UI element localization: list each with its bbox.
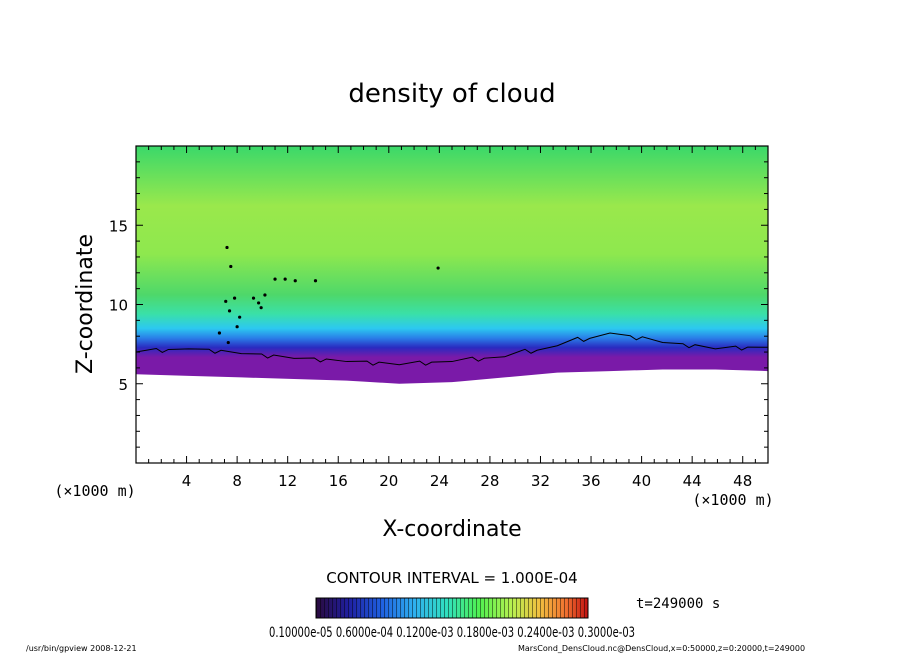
contour-speckle	[238, 315, 242, 319]
x-tick-label: 28	[480, 472, 499, 490]
x-tick-label: 40	[632, 472, 651, 490]
z-unit-label: (×1000 m)	[54, 482, 135, 500]
x-tick-label: 8	[232, 472, 242, 490]
x-tick-label: 44	[683, 472, 702, 490]
contour-speckle	[257, 301, 261, 305]
contour-speckle	[229, 264, 233, 269]
contour-line	[136, 332, 768, 366]
cloud-base-fill	[136, 369, 768, 463]
footer-right: MarsCond_DensCloud.nc@DensCloud,x=0:5000…	[518, 644, 805, 653]
contour-speckle	[313, 279, 318, 283]
x-tick-label: 12	[278, 472, 297, 490]
contour-interval: CONTOUR INTERVAL = 1.000E-04	[326, 569, 577, 587]
x-tick-label: 32	[531, 472, 550, 490]
y-tick-label: 15	[109, 217, 128, 235]
contour-speckles	[217, 245, 440, 345]
colorbar-labels: 0.10000e-05 0.6000e-04 0.1200e-03 0.1800…	[269, 625, 635, 641]
contour-speckle	[217, 331, 222, 335]
x-tick-label: 48	[733, 472, 752, 490]
contour-speckle	[235, 325, 239, 329]
contour-speckle	[283, 277, 287, 281]
x-tick-label: 24	[430, 472, 449, 490]
chart-title: density of cloud	[348, 79, 555, 109]
contour-speckle	[293, 279, 297, 283]
x-tick-label: 20	[379, 472, 398, 490]
contour-speckle	[263, 293, 267, 297]
y-axis-label: Z-coordinate	[73, 234, 98, 374]
cloud-field	[136, 146, 768, 386]
colorbar-stripes	[316, 598, 588, 618]
time-label: t=249000 s	[636, 596, 720, 612]
x-tick-label: 36	[581, 472, 600, 490]
contour-speckle	[273, 277, 277, 281]
x-unit-label: (×1000 m)	[692, 491, 773, 509]
contour-speckle	[259, 306, 263, 310]
y-tick-label: 10	[109, 297, 128, 315]
contour-speckle	[226, 340, 230, 345]
contour-speckle	[227, 309, 232, 313]
contour-speckle	[436, 266, 440, 270]
x-tick-label: 4	[182, 472, 192, 490]
contour-speckle	[224, 299, 228, 303]
y-tick-label: 5	[118, 376, 128, 394]
plot-area	[136, 146, 768, 463]
contour-speckle	[232, 296, 237, 300]
contour-speckle	[225, 245, 229, 250]
contour-speckle	[251, 296, 256, 300]
footer-left: /usr/bin/gpview 2008-12-21	[26, 644, 137, 653]
x-axis-label: X-coordinate	[382, 517, 521, 542]
x-tick-label: 16	[329, 472, 348, 490]
